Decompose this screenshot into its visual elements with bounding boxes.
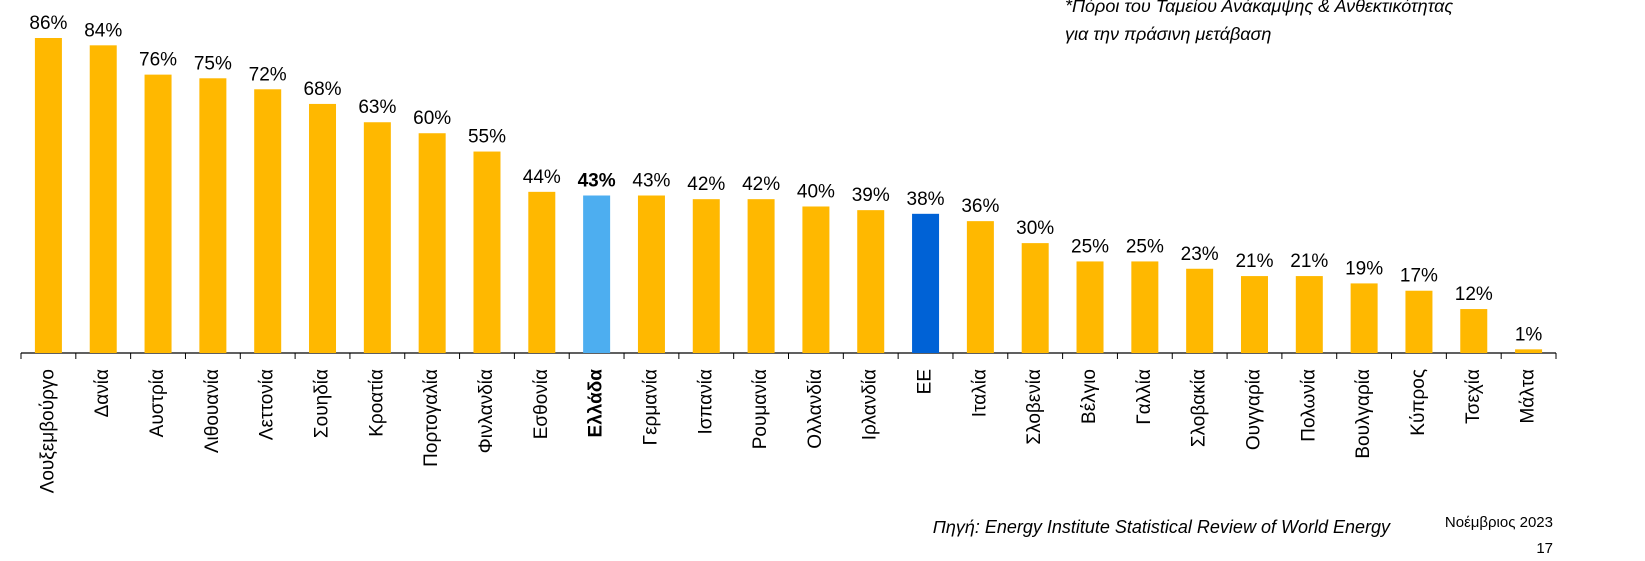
bar: [1515, 349, 1543, 353]
x-tick-label: Ουγγαρία: [1243, 369, 1264, 450]
bar: [1021, 243, 1049, 353]
data-label: 84%: [84, 20, 122, 41]
x-tick-label: Δανία: [92, 369, 113, 417]
bar: [1131, 261, 1159, 353]
bar: [1350, 283, 1378, 353]
data-label: 17%: [1400, 266, 1438, 287]
x-tick-label: Ολλανδία: [805, 369, 826, 449]
data-label: 25%: [1126, 236, 1164, 257]
data-label: 21%: [1235, 251, 1273, 272]
bar: [583, 195, 611, 353]
x-tick-label: Λουξεμβούργο: [37, 369, 58, 493]
data-label: 42%: [742, 174, 780, 195]
bar: [418, 133, 446, 353]
bar: [637, 195, 665, 353]
data-label: 55%: [468, 127, 506, 148]
x-tick-label: Σουηδία: [312, 369, 333, 438]
x-tick-label: Βέλγιο: [1079, 369, 1100, 424]
x-tick-label: Εσθονία: [531, 369, 552, 439]
bar: [34, 38, 62, 353]
x-tick-label: Αυστρία: [147, 369, 168, 437]
data-label: 40%: [797, 181, 835, 202]
x-tick-label: Κύπρος: [1408, 369, 1429, 436]
date: Νοέμβριος 2023: [1445, 514, 1553, 531]
data-label: 1%: [1515, 324, 1543, 345]
x-tick-label: Κροατία: [366, 369, 387, 437]
bar: [363, 122, 391, 353]
bar: [966, 221, 994, 353]
x-tick-label: Σλοβακία: [1189, 369, 1210, 447]
data-label: 60%: [413, 108, 451, 129]
data-label: 86%: [29, 13, 67, 34]
data-label: 63%: [358, 97, 396, 118]
x-tick-label: Τσεχία: [1463, 369, 1484, 424]
bar: [473, 151, 501, 353]
data-label: 42%: [687, 174, 725, 195]
data-label: 76%: [139, 50, 177, 71]
x-tick-label: Μάλτα: [1518, 369, 1539, 424]
x-tick-label: Πολωνία: [1298, 369, 1319, 442]
bar: [1405, 290, 1433, 353]
x-tick-label: Ρουμανία: [750, 369, 771, 449]
bar: [912, 213, 940, 353]
bar: [1186, 268, 1214, 353]
x-tick-label: Πορτογαλία: [421, 369, 442, 467]
bar: [857, 210, 885, 353]
annotation: για την πράσινη μετάβαση: [1065, 24, 1271, 44]
bar: [89, 45, 117, 353]
data-label: 43%: [632, 171, 670, 192]
x-tick-label: Ελλάδα: [586, 369, 607, 438]
annotation: *Πόροι του Ταμείου Ανάκαμψης & Ανθεκτικό…: [1065, 0, 1453, 16]
data-label: 72%: [249, 64, 287, 85]
bar: [144, 74, 172, 354]
x-tick-label: Φινλανδία: [476, 369, 497, 453]
page-number: 17: [1536, 540, 1553, 557]
x-tick-label: Λιθουανία: [202, 369, 223, 453]
data-label: 21%: [1290, 251, 1328, 272]
source: Πηγή: Energy Institute Statistical Revie…: [933, 517, 1391, 537]
bar: [254, 89, 282, 354]
bar: [1295, 276, 1323, 353]
data-label: 19%: [1345, 258, 1383, 279]
x-tick-label: Ισπανία: [695, 369, 716, 435]
data-label: 25%: [1071, 236, 1109, 257]
data-label: 12%: [1455, 284, 1493, 305]
x-tick-label: Γαλλία: [1134, 369, 1155, 425]
x-tick-label: Σλοβενία: [1024, 369, 1045, 445]
data-label: 44%: [523, 167, 561, 188]
data-label: 43%: [578, 171, 616, 192]
bar: [309, 103, 337, 353]
bar: [199, 78, 227, 353]
x-tick-label: Γερμανία: [640, 369, 661, 445]
x-tick-label: Λεττονία: [257, 369, 278, 440]
bar: [1240, 276, 1268, 353]
bar: [692, 199, 720, 353]
data-label: 75%: [194, 53, 232, 74]
x-tick-label: Βουλγαρία: [1353, 369, 1374, 459]
bar: [747, 199, 775, 353]
data-label: 68%: [304, 79, 342, 100]
data-label: 36%: [961, 196, 999, 217]
bar: [528, 191, 556, 353]
bar: [1076, 261, 1104, 353]
data-label: 30%: [1016, 218, 1054, 239]
bar: [802, 206, 830, 353]
x-tick-label: Ιρλανδία: [860, 369, 881, 440]
data-label: 38%: [907, 189, 945, 210]
x-tick-label: Ιταλία: [969, 369, 990, 417]
data-label: 23%: [1181, 244, 1219, 265]
x-tick-label: ΕΕ: [915, 369, 936, 394]
bar: [1460, 309, 1488, 353]
data-label: 39%: [852, 185, 890, 206]
